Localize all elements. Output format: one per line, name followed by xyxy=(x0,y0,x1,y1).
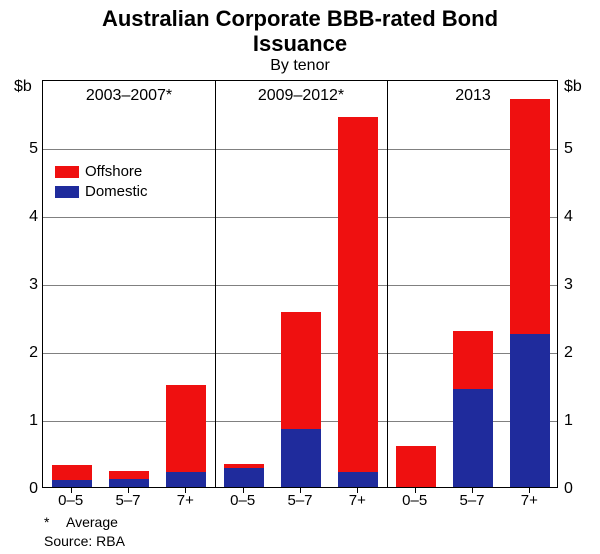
legend: Offshore Domestic xyxy=(55,163,148,203)
y-axis-label-right: $b xyxy=(564,78,582,96)
x-tick-mark xyxy=(243,488,244,493)
x-tick-mark xyxy=(185,488,186,493)
y-tick-left: 5 xyxy=(8,140,38,158)
footnote-text: Average xyxy=(66,514,118,530)
chart-title: Australian Corporate BBB-rated Bond Issu… xyxy=(0,0,600,57)
x-tick-label: 0–5 xyxy=(230,492,255,509)
x-tick-label: 0–5 xyxy=(402,492,427,509)
bar-offshore xyxy=(396,446,436,487)
y-tick-right: 3 xyxy=(564,276,594,294)
y-tick-right: 5 xyxy=(564,140,594,158)
bar-offshore xyxy=(281,312,321,430)
x-tick-label: 7+ xyxy=(177,492,194,509)
y-tick-left: 0 xyxy=(8,480,38,498)
panel-divider xyxy=(215,81,216,487)
legend-swatch xyxy=(55,186,79,198)
gridline xyxy=(43,149,557,150)
bar-domestic xyxy=(224,468,264,487)
bar-domestic xyxy=(52,480,92,487)
plot-area: 2003–2007*2009–2012*2013OffshoreDomestic xyxy=(42,80,558,488)
legend-label: Domestic xyxy=(85,183,148,200)
y-tick-left: 2 xyxy=(8,344,38,362)
bar-offshore xyxy=(109,471,149,478)
bar-domestic xyxy=(166,472,206,487)
legend-item: Offshore xyxy=(55,163,148,180)
bar-offshore xyxy=(510,99,550,334)
bar-offshore xyxy=(52,465,92,480)
panel-label: 2003–2007* xyxy=(43,87,215,105)
chart-container: Australian Corporate BBB-rated Bond Issu… xyxy=(0,0,600,554)
bar-offshore xyxy=(338,117,378,472)
bar-domestic xyxy=(338,472,378,487)
source-text: Source: RBA xyxy=(44,533,125,549)
title-line2: Issuance xyxy=(253,31,347,56)
x-tick-mark xyxy=(529,488,530,493)
x-tick-mark xyxy=(357,488,358,493)
bar-domestic xyxy=(510,334,550,487)
y-tick-right: 0 xyxy=(564,480,594,498)
panel-divider xyxy=(387,81,388,487)
x-tick-mark xyxy=(472,488,473,493)
y-tick-right: 1 xyxy=(564,412,594,430)
x-tick-label: 5–7 xyxy=(115,492,140,509)
y-tick-left: 1 xyxy=(8,412,38,430)
x-tick-mark xyxy=(71,488,72,493)
legend-swatch xyxy=(55,166,79,178)
bar-domestic xyxy=(109,479,149,487)
gridline xyxy=(43,285,557,286)
y-tick-left: 4 xyxy=(8,208,38,226)
bar-offshore xyxy=(166,385,206,472)
x-tick-label: 0–5 xyxy=(58,492,83,509)
x-tick-label: 7+ xyxy=(349,492,366,509)
legend-item: Domestic xyxy=(55,183,148,200)
bar-offshore xyxy=(224,464,264,468)
title-line1: Australian Corporate BBB-rated Bond xyxy=(102,6,498,31)
x-tick-mark xyxy=(415,488,416,493)
chart-subtitle: By tenor xyxy=(0,57,600,75)
legend-label: Offshore xyxy=(85,163,142,180)
y-axis-label-left: $b xyxy=(14,78,32,96)
bar-offshore xyxy=(453,331,493,389)
y-tick-right: 2 xyxy=(564,344,594,362)
bar-domestic xyxy=(453,389,493,487)
y-tick-left: 3 xyxy=(8,276,38,294)
x-tick-mark xyxy=(300,488,301,493)
footnote-star: * xyxy=(44,514,49,530)
x-tick-label: 5–7 xyxy=(287,492,312,509)
y-tick-right: 4 xyxy=(564,208,594,226)
x-tick-label: 5–7 xyxy=(459,492,484,509)
gridline xyxy=(43,217,557,218)
x-tick-mark xyxy=(128,488,129,493)
bar-domestic xyxy=(281,429,321,487)
panel-label: 2009–2012* xyxy=(215,87,387,105)
x-tick-label: 7+ xyxy=(521,492,538,509)
